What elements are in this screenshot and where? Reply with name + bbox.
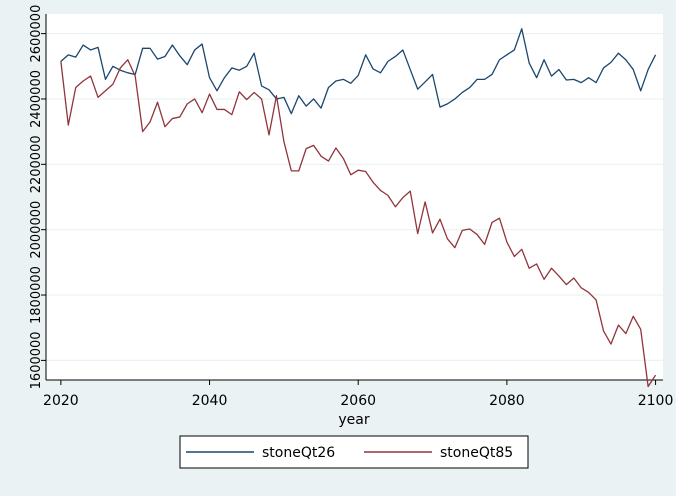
- x-axis-label: year: [338, 412, 369, 428]
- series-line-stoneqt26: [60, 28, 657, 115]
- x-tick-label: 2060: [340, 393, 376, 409]
- axes: [45, 14, 663, 381]
- series-lines: [60, 28, 657, 388]
- y-tick-label: 2400000: [29, 70, 44, 128]
- x-tick-label: 2040: [192, 393, 228, 409]
- x-tick-label: 2020: [43, 393, 79, 409]
- x-tick-label: 2100: [638, 393, 674, 409]
- grid-lines: [46, 33, 663, 361]
- legend-label-stoneqt85: stoneQt85: [440, 445, 513, 461]
- y-tick-label: 2600000: [29, 5, 44, 63]
- plot-area: [46, 14, 663, 380]
- y-tick-label: 2200000: [29, 135, 44, 193]
- y-tick-label: 1800000: [29, 266, 44, 324]
- legend: stoneQt26 stoneQt85: [179, 435, 529, 469]
- x-tick-label: 2080: [489, 393, 525, 409]
- y-tick-label: 2000000: [29, 201, 44, 259]
- series-line-stoneqt85: [60, 59, 657, 388]
- y-tick-label: 1600000: [29, 331, 44, 389]
- tick-labels: 1600000 1800000 2000000 2200000 2400000 26000…: [29, 5, 673, 409]
- legend-label-stoneqt26: stoneQt26: [262, 445, 335, 461]
